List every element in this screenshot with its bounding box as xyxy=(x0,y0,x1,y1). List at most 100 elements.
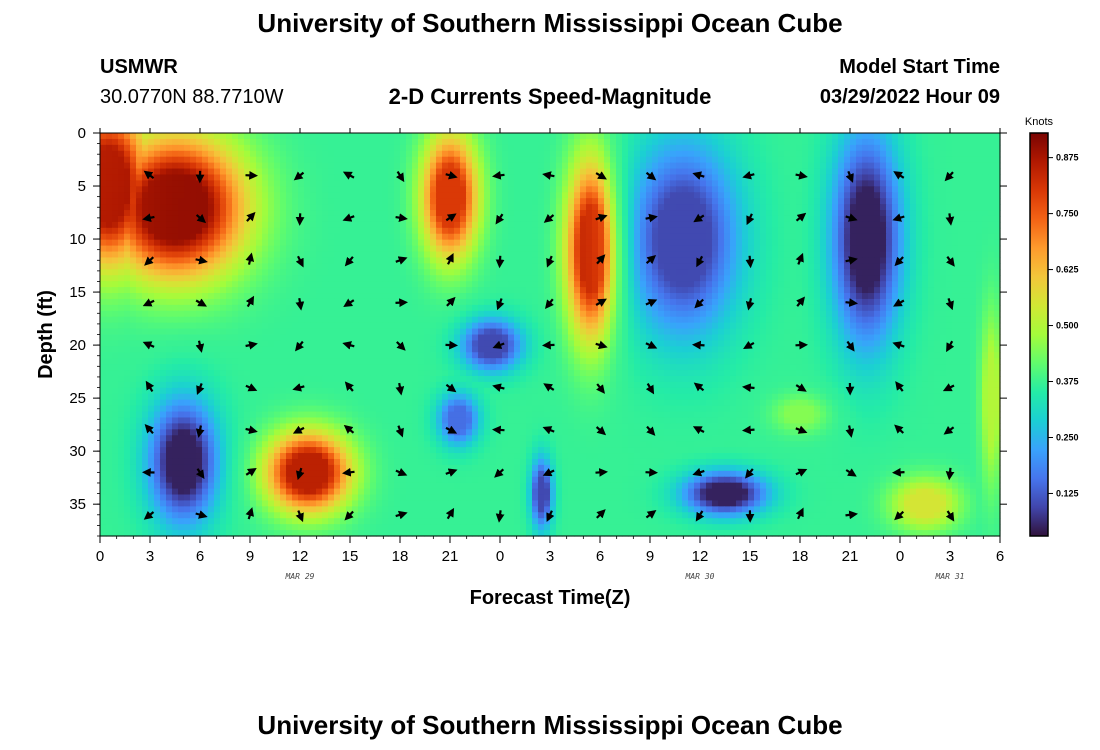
heat-cell xyxy=(832,322,839,330)
heat-cell xyxy=(148,251,155,259)
heat-cell xyxy=(370,174,377,182)
heat-cell xyxy=(778,304,785,312)
heat-cell xyxy=(340,275,347,282)
heat-cell xyxy=(184,150,191,158)
heat-cell xyxy=(226,168,233,176)
heat-cell xyxy=(556,239,563,247)
heat-cell xyxy=(706,156,713,164)
heat-cell xyxy=(196,269,203,276)
heat-cell xyxy=(364,215,371,223)
heat-cell xyxy=(238,251,245,259)
heat-cell xyxy=(622,257,629,264)
heat-cell xyxy=(982,168,989,176)
heat-cell xyxy=(844,168,851,176)
heat-cell xyxy=(166,180,173,187)
heat-cell xyxy=(382,322,389,330)
heat-cell xyxy=(352,322,359,330)
heat-cell xyxy=(664,156,671,164)
heat-cell xyxy=(970,322,977,330)
heat-cell xyxy=(586,275,593,282)
heat-cell xyxy=(910,269,917,276)
heat-cell xyxy=(772,275,779,282)
heat-cell xyxy=(274,180,281,187)
heat-cell xyxy=(436,269,443,276)
heat-cell xyxy=(466,198,473,205)
heat-cell xyxy=(880,144,887,152)
heat-cell xyxy=(784,180,791,187)
heat-cell xyxy=(628,269,635,276)
heat-cell xyxy=(538,316,545,324)
heat-cell xyxy=(778,281,785,288)
heat-cell xyxy=(412,227,419,235)
heat-cell xyxy=(538,227,545,235)
heat-cell xyxy=(496,210,503,217)
heat-cell xyxy=(418,281,425,288)
heat-cell xyxy=(904,204,911,211)
heat-cell xyxy=(208,162,215,170)
heat-cell xyxy=(424,144,431,152)
heat-cell xyxy=(622,316,629,324)
heat-cell xyxy=(166,186,173,193)
heat-cell xyxy=(382,180,389,187)
heat-cell xyxy=(370,310,377,318)
heat-cell xyxy=(994,227,1001,235)
heat-cell xyxy=(400,192,407,199)
heat-cell xyxy=(166,233,173,241)
heat-cell xyxy=(598,192,605,199)
heat-cell xyxy=(604,304,611,312)
heat-cell xyxy=(100,328,107,336)
heat-cell xyxy=(736,144,743,152)
heat-cell xyxy=(232,180,239,187)
heat-cell xyxy=(232,251,239,259)
heat-cell xyxy=(670,239,677,247)
heat-cell xyxy=(334,198,341,205)
heat-cell xyxy=(772,287,779,294)
heat-cell xyxy=(880,162,887,170)
heat-cell xyxy=(694,281,701,288)
heat-cell xyxy=(436,227,443,235)
heat-cell xyxy=(874,168,881,176)
heat-cell xyxy=(562,156,569,164)
heat-cell xyxy=(172,144,179,152)
heat-cell xyxy=(634,322,641,330)
heat-cell xyxy=(364,186,371,193)
heat-cell xyxy=(196,263,203,270)
heat-cell xyxy=(592,162,599,170)
heat-cell xyxy=(376,221,383,229)
heat-cell xyxy=(364,293,371,300)
heat-cell xyxy=(172,215,179,223)
heat-cell xyxy=(136,204,143,211)
heat-cell xyxy=(532,133,539,140)
heat-cell xyxy=(238,322,245,330)
heat-cell xyxy=(904,198,911,205)
heat-cell xyxy=(358,239,365,247)
heat-cell xyxy=(346,322,353,330)
heat-cell xyxy=(688,239,695,247)
heat-cell xyxy=(406,310,413,318)
heat-cell xyxy=(856,186,863,193)
heat-cell xyxy=(382,156,389,164)
heat-cell xyxy=(172,186,179,193)
heat-cell xyxy=(790,281,797,288)
heat-cell xyxy=(790,133,797,140)
heat-cell xyxy=(982,269,989,276)
heat-cell xyxy=(418,174,425,182)
heat-cell xyxy=(988,263,995,270)
heat-cell xyxy=(946,263,953,270)
heat-cell xyxy=(532,174,539,182)
heat-cell xyxy=(880,298,887,306)
heat-cell xyxy=(280,138,287,146)
heat-cell xyxy=(340,210,347,217)
heat-cell xyxy=(652,239,659,247)
heat-cell xyxy=(772,257,779,264)
heat-cell xyxy=(568,204,575,211)
heat-cell xyxy=(856,239,863,247)
heat-cell xyxy=(124,239,131,247)
heat-cell xyxy=(340,245,347,253)
heat-cell xyxy=(754,298,761,306)
heat-cell xyxy=(556,251,563,259)
heat-cell xyxy=(106,316,113,324)
heat-cell xyxy=(952,257,959,264)
heat-cell xyxy=(832,239,839,247)
heat-cell xyxy=(628,251,635,259)
